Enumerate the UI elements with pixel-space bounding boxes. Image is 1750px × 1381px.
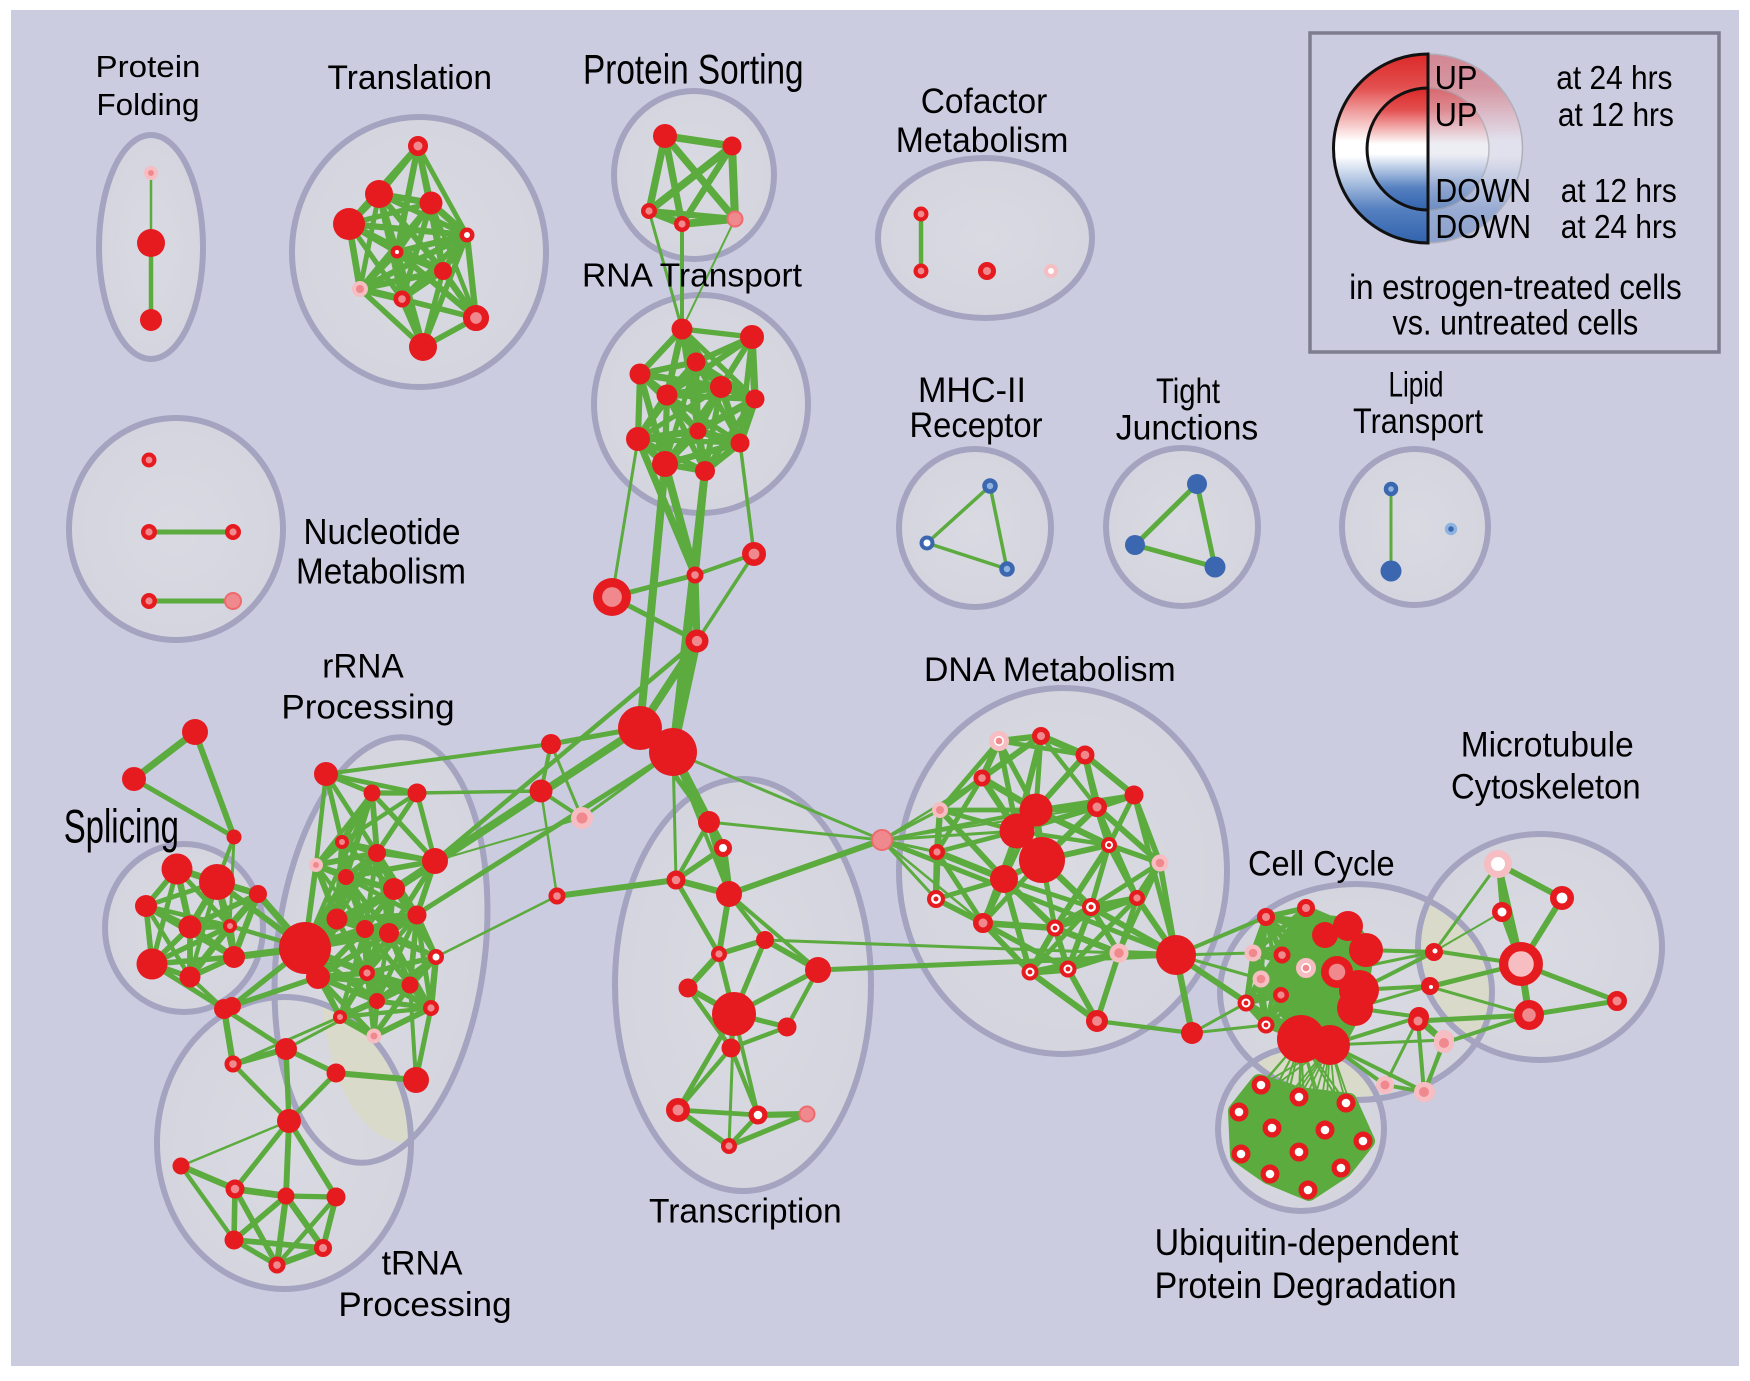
- svg-text:DOWN: DOWN: [1435, 173, 1531, 210]
- svg-text:DNA Metabolism: DNA Metabolism: [924, 651, 1176, 689]
- svg-text:vs. untreated cells: vs. untreated cells: [1393, 304, 1639, 343]
- svg-text:Transcription: Transcription: [649, 1193, 842, 1231]
- svg-text:Ubiquitin-dependent: Ubiquitin-dependent: [1155, 1222, 1460, 1263]
- svg-text:rRNA: rRNA: [322, 648, 404, 686]
- svg-text:Folding: Folding: [97, 87, 200, 122]
- svg-text:RNA Transport: RNA Transport: [582, 257, 803, 294]
- svg-text:Processing: Processing: [281, 689, 454, 727]
- svg-text:at 24 hrs: at 24 hrs: [1556, 60, 1672, 97]
- svg-text:Protein Sorting: Protein Sorting: [583, 46, 804, 93]
- svg-text:Lipid: Lipid: [1389, 366, 1444, 405]
- svg-text:Translation: Translation: [328, 59, 493, 97]
- svg-text:at 24 hrs: at 24 hrs: [1561, 209, 1677, 246]
- svg-text:Protein: Protein: [96, 49, 201, 84]
- svg-text:Metabolism: Metabolism: [896, 121, 1069, 160]
- svg-text:Receptor: Receptor: [910, 406, 1043, 445]
- svg-text:Nucleotide: Nucleotide: [304, 511, 461, 552]
- svg-text:tRNA: tRNA: [382, 1245, 463, 1283]
- svg-text:UP: UP: [1435, 97, 1478, 134]
- svg-text:in estrogen-treated cells: in estrogen-treated cells: [1349, 268, 1682, 307]
- svg-text:Tight: Tight: [1156, 372, 1220, 411]
- svg-text:at 12 hrs: at 12 hrs: [1558, 97, 1674, 134]
- svg-text:UP: UP: [1435, 60, 1478, 97]
- svg-text:Junctions: Junctions: [1116, 409, 1259, 448]
- svg-text:Processing: Processing: [338, 1286, 511, 1324]
- svg-text:Protein Degradation: Protein Degradation: [1155, 1265, 1457, 1306]
- svg-text:Cytoskeleton: Cytoskeleton: [1451, 768, 1641, 807]
- svg-text:at 12 hrs: at 12 hrs: [1561, 173, 1677, 210]
- svg-text:Transport: Transport: [1353, 402, 1483, 441]
- svg-text:DOWN: DOWN: [1435, 209, 1531, 246]
- svg-text:Splicing: Splicing: [64, 800, 179, 853]
- svg-text:Cofactor: Cofactor: [921, 82, 1048, 121]
- svg-text:MHC-II: MHC-II: [918, 371, 1026, 410]
- svg-text:Microtubule: Microtubule: [1461, 725, 1634, 764]
- svg-text:Cell Cycle: Cell Cycle: [1248, 845, 1395, 884]
- svg-text:Metabolism: Metabolism: [296, 550, 466, 591]
